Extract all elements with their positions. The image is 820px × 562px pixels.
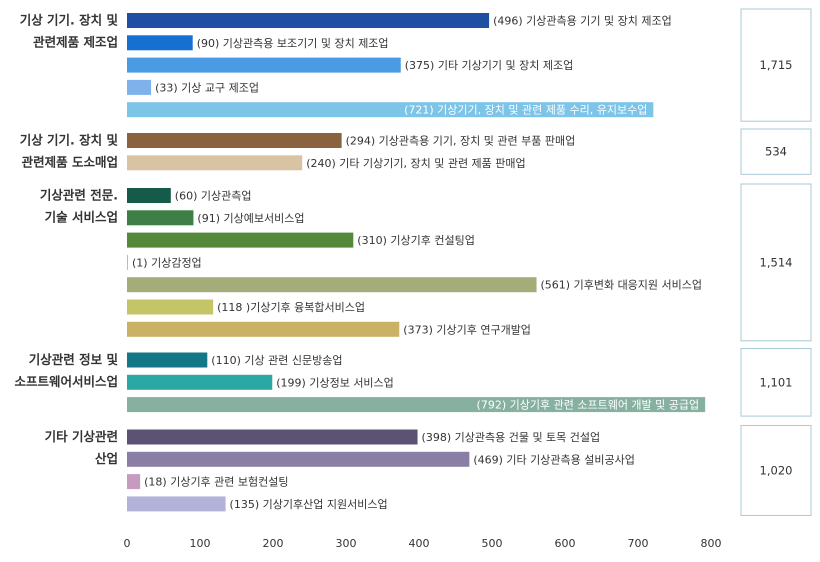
bar xyxy=(127,429,418,445)
bar xyxy=(127,188,171,203)
x-tick-label: 400 xyxy=(409,537,430,550)
bar xyxy=(127,254,128,270)
bar xyxy=(127,397,706,413)
group-label: 기타 기상관련 xyxy=(45,429,118,444)
bar-label: (135) 기상기후산업 지원서비스업 xyxy=(230,498,388,511)
x-tick-label: 700 xyxy=(628,537,649,550)
group-label: 기상관련 정보 및 xyxy=(29,352,118,367)
x-tick-label: 0 xyxy=(124,537,131,550)
group-total-box xyxy=(740,128,812,175)
bar xyxy=(127,321,400,337)
bar xyxy=(127,352,208,368)
bar-label: (721) 기상기기, 장치 및 관련 제품 수리, 유지보수업 xyxy=(404,104,647,117)
x-tick-label: 300 xyxy=(336,537,357,550)
group-total-value: 1,514 xyxy=(760,255,793,269)
bar xyxy=(127,133,342,148)
bar-label: (33) 기상 교구 제조업 xyxy=(155,81,259,94)
bar-label: (294) 기상관측용 기기, 장치 및 관련 부품 판매업 xyxy=(346,135,576,148)
group-total-box xyxy=(740,183,812,342)
bar xyxy=(127,102,654,118)
bar-label: (240) 기타 기상기기, 장치 및 관련 제품 판매업 xyxy=(306,157,525,170)
bar-label: (118 )기상기후 융복합서비스업 xyxy=(217,301,365,314)
group-label: 산업 xyxy=(95,451,118,466)
bar xyxy=(127,35,193,51)
group-total-box xyxy=(740,348,812,417)
bar-label: (1) 기상감정업 xyxy=(132,256,202,269)
group-label: 기상 기기. 장치 및 xyxy=(20,13,118,28)
bar xyxy=(127,155,303,171)
bar xyxy=(127,277,537,293)
bar-label: (60) 기상관측업 xyxy=(175,190,252,203)
group-total-value: 534 xyxy=(765,145,787,159)
bar-label: (469) 기타 기상관측용 설비공사업 xyxy=(473,453,635,466)
group-label: 기상 기기. 장치 및 xyxy=(20,133,118,148)
group-total-value: 1,020 xyxy=(760,463,793,477)
group-total-box xyxy=(740,8,812,122)
bar xyxy=(127,374,273,390)
bar-label: (373) 기상기후 연구개발업 xyxy=(403,323,531,336)
bar-label: (90) 기상관측용 보조기기 및 장치 제조업 xyxy=(197,37,389,50)
bar xyxy=(127,496,226,512)
bar xyxy=(127,79,152,95)
group-total-value: 1,715 xyxy=(760,58,793,72)
group-label: 기술 서비스업 xyxy=(45,210,118,225)
group-label: 관련제품 도소매업 xyxy=(22,155,118,170)
x-tick-label: 800 xyxy=(701,537,722,550)
bar-label: (398) 기상관측용 건물 및 토목 건설업 xyxy=(422,431,601,444)
bar xyxy=(127,210,194,226)
group-label: 기상관련 전문. xyxy=(40,188,118,203)
x-tick-label: 600 xyxy=(555,537,576,550)
bar xyxy=(127,299,214,315)
x-tick-label: 500 xyxy=(482,537,503,550)
bar-label: (561) 기후변화 대응지원 서비스업 xyxy=(541,279,703,292)
bar xyxy=(127,451,470,467)
group-label: 관련제품 제조업 xyxy=(33,35,118,50)
group-total-value: 1,101 xyxy=(760,375,793,389)
x-tick-label: 100 xyxy=(190,537,211,550)
bar-label: (91) 기상예보서비스업 xyxy=(197,212,304,225)
bar-label: (110) 기상 관련 신문방송업 xyxy=(211,354,342,367)
x-tick-label: 200 xyxy=(263,537,284,550)
bar-label: (18) 기상기후 관련 보험컨설팅 xyxy=(144,476,288,489)
bar-label: (199) 기상정보 서비스업 xyxy=(276,376,394,389)
bar-label: (375) 기타 기상기기 및 장치 제조업 xyxy=(405,59,574,72)
bar-label: (792) 기상기후 관련 소프트웨어 개발 및 공급업 xyxy=(477,399,700,412)
bar xyxy=(127,232,354,248)
bar-label: (496) 기상관측용 기기 및 장치 제조업 xyxy=(493,15,672,28)
bar xyxy=(127,57,401,73)
bar xyxy=(127,474,141,490)
bar-label: (310) 기상기후 컨설팅업 xyxy=(357,234,475,247)
group-label: 소프트웨어서비스업 xyxy=(14,374,118,389)
bar xyxy=(127,13,490,28)
group-total-box xyxy=(740,425,812,516)
